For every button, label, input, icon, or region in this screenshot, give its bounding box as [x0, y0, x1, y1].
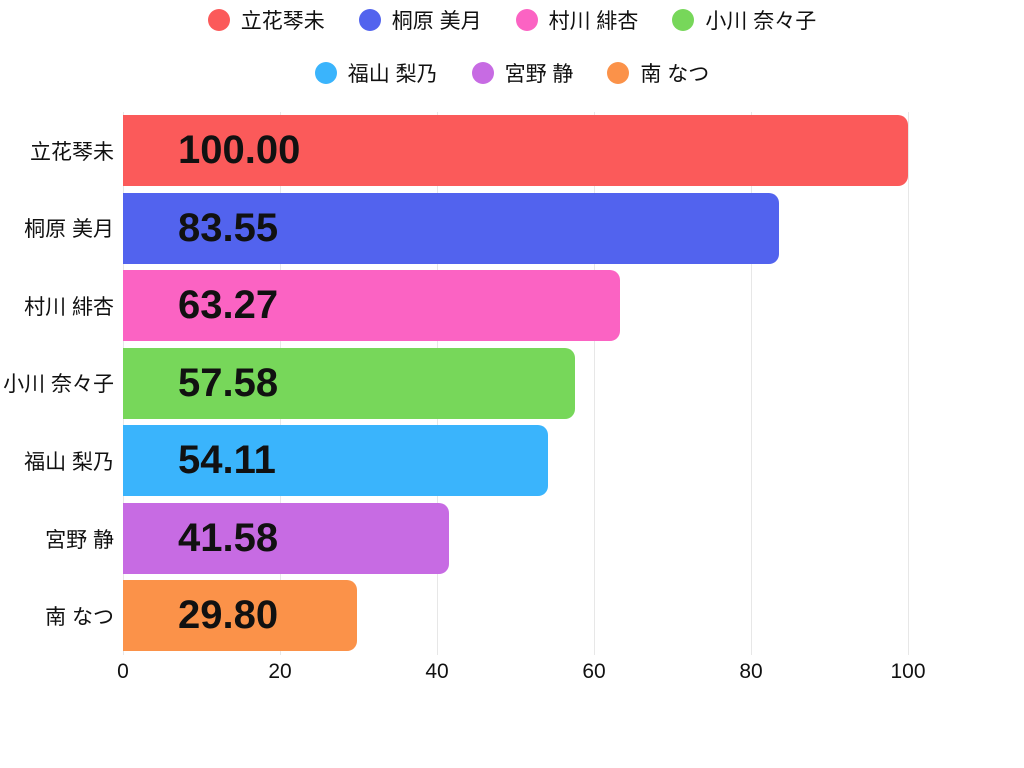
- legend-item: 小川 奈々子: [672, 5, 816, 35]
- y-axis-label: 宮野 静: [0, 500, 115, 578]
- bar-row: 83.55: [123, 190, 908, 268]
- legend-label: 宮野 静: [504, 63, 574, 86]
- x-axis-tick-label: 80: [739, 660, 763, 683]
- legend-color-dot-icon: [314, 62, 337, 84]
- legend-label: 立花琴未: [240, 10, 325, 33]
- x-axis-tick-label: 60: [582, 660, 606, 683]
- y-axis-label-text: 小川 奈々子: [3, 373, 114, 397]
- legend-color-dot-icon: [607, 62, 630, 84]
- y-axis-label: 桐原 美月: [0, 190, 115, 268]
- legend-row: 福山 梨乃 宮野 静 南 なつ: [0, 59, 1024, 87]
- bar-row: 57.58: [123, 345, 908, 423]
- bar-value-label: 100.00: [178, 128, 301, 172]
- bar-value-label: 54.11: [178, 438, 276, 483]
- bar-row: 100.00: [123, 112, 908, 190]
- legend-color-dot-icon: [672, 9, 695, 31]
- legend-item: 村川 緋杏: [515, 5, 639, 35]
- y-axis-label: 小川 奈々子: [0, 345, 115, 423]
- y-axis-label-text: 南 なつ: [45, 606, 114, 630]
- bar-row: 54.11: [123, 422, 908, 500]
- legend-item: 立花琴未: [207, 5, 325, 35]
- bar-南 なつ: 29.80: [123, 580, 357, 652]
- x-axis-tick-label: 0: [117, 660, 129, 683]
- y-axis-label-text: 桐原 美月: [24, 218, 114, 242]
- legend-label: 小川 奈々子: [705, 10, 817, 33]
- y-axis-label: 立花琴未: [0, 112, 115, 190]
- gridline: [751, 112, 752, 655]
- legend-item: 南 なつ: [607, 58, 709, 88]
- x-axis-tick-label: 40: [425, 660, 449, 683]
- x-axis-tick-label: 20: [268, 660, 292, 683]
- legend-row: 立花琴未 桐原 美月 村川 緋杏 小川 奈々子: [0, 6, 1024, 34]
- bar-row: 63.27: [123, 267, 908, 345]
- y-axis-label: 福山 梨乃: [0, 422, 115, 500]
- y-axis-label-text: 立花琴未: [30, 140, 114, 164]
- y-axis-label-text: 福山 梨乃: [24, 451, 114, 475]
- chart-legend: 立花琴未 桐原 美月 村川 緋杏 小川 奈々子福山 梨乃 宮野 静 南 なつ: [0, 6, 1024, 112]
- bar-value-label: 63.27: [178, 283, 279, 328]
- legend-item: 宮野 静: [471, 58, 574, 88]
- legend-label: 村川 緋杏: [548, 10, 639, 33]
- bar-桐原 美月: 83.55: [123, 192, 779, 264]
- y-axis-label: 村川 緋杏: [0, 267, 115, 345]
- legend-item: 福山 梨乃: [314, 58, 438, 88]
- bar-row: 41.58: [123, 500, 908, 578]
- bar-value-label: 83.55: [178, 205, 279, 250]
- y-axis-label-text: 村川 緋杏: [24, 295, 114, 319]
- bar-value-label: 29.80: [178, 593, 279, 638]
- x-axis-tick-label: 100: [890, 660, 926, 683]
- bar-宮野 静: 41.58: [123, 502, 450, 574]
- gridline: [908, 112, 909, 655]
- gridline: [594, 112, 595, 655]
- legend-color-dot-icon: [515, 9, 538, 31]
- legend-label: 福山 梨乃: [347, 63, 438, 86]
- bar-value-label: 41.58: [178, 515, 279, 560]
- legend-color-dot-icon: [207, 9, 230, 31]
- bar-value-label: 57.58: [178, 360, 279, 405]
- bar-福山 梨乃: 54.11: [123, 425, 548, 497]
- bar-村川 緋杏: 63.27: [123, 270, 620, 342]
- y-axis-label: 南 なつ: [0, 577, 115, 655]
- bar-小川 奈々子: 57.58: [123, 347, 575, 419]
- bar-立花琴未: 100.00: [123, 115, 908, 186]
- legend-color-dot-icon: [471, 62, 494, 84]
- legend-color-dot-icon: [358, 9, 381, 31]
- plot-area: 100.00 83.55 63.27 57.58 54.11 41.58 29.80: [123, 112, 909, 655]
- legend-label: 桐原 美月: [391, 10, 482, 33]
- legend-label: 南 なつ: [640, 63, 710, 86]
- bar-row: 29.80: [123, 577, 908, 655]
- y-axis-label-text: 宮野 静: [45, 528, 114, 552]
- legend-item: 桐原 美月: [358, 5, 482, 35]
